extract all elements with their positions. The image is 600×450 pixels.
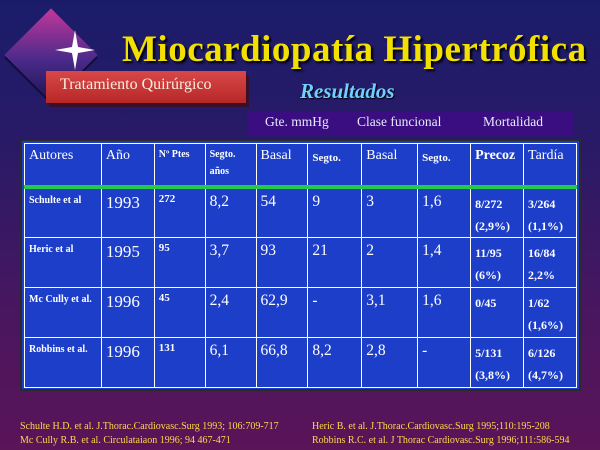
cell-precoz: 0/45 xyxy=(470,286,525,338)
col-clase-segto: Segto. xyxy=(417,143,472,189)
reference-item: Mc Cully R.B. et al. Circulataiaon 1996;… xyxy=(20,435,231,446)
cell-clase-basal: 2 xyxy=(361,236,419,288)
cell-clase-basal: 3,1 xyxy=(361,286,419,338)
cell-tardia: 16/84 2,2% xyxy=(523,236,577,288)
col-ptes: Nº Ptes xyxy=(153,143,206,189)
cell-gte-segto: 8,2 xyxy=(307,336,363,388)
cell-autor: Schulte et al xyxy=(24,186,102,238)
cell-tardia: 3/264 (1,1%) xyxy=(523,186,577,238)
cell-gte-segto: 21 xyxy=(307,236,363,288)
cell-clase-basal: 3 xyxy=(361,186,419,238)
section-heading: Resultados xyxy=(300,79,395,103)
table-row: Robbins et al. 1996 131 6,1 66,8 8,2 2,8… xyxy=(24,336,577,388)
col-clase-basal: Basal xyxy=(361,143,419,189)
cell-clase-segto: 1,6 xyxy=(417,186,472,238)
cell-precoz: 8/272 (2,9%) xyxy=(470,186,525,238)
column-group-bar: Gte. mmHg Clase funcional Mortalidad xyxy=(247,111,573,136)
references-left: Schulte H.D. et al. J.Thorac.Cardiovasc.… xyxy=(20,420,279,448)
cell-clase-basal: 2,8 xyxy=(361,336,419,388)
col-gte-basal: Basal xyxy=(255,143,309,189)
col-segto-anios: Segto. años xyxy=(204,143,257,189)
cell-tardia: 1/62 (1,6%) xyxy=(523,286,577,338)
cell-segto-anios: 3,7 xyxy=(204,236,257,288)
subtitle: Tratamiento Quirúrgico xyxy=(60,76,212,93)
cell-gte-basal: 66,8 xyxy=(255,336,309,388)
col-anio: Año xyxy=(100,143,155,189)
cell-gte-basal: 62,9 xyxy=(255,286,309,338)
cell-segto-anios: 8,2 xyxy=(204,186,257,238)
cell-autor: Mc Cully et al. xyxy=(24,286,102,338)
cell-precoz: 5/131 (3,8%) xyxy=(470,336,525,388)
cell-segto-anios: 6,1 xyxy=(204,336,257,388)
cell-ptes: 272 xyxy=(153,186,206,238)
cell-gte-segto: - xyxy=(307,286,363,338)
cell-clase-segto: 1,6 xyxy=(417,286,472,338)
cell-anio: 1996 xyxy=(100,336,155,388)
reference-item: Robbins R.C. et al. J Thorac Cardiovasc.… xyxy=(312,435,570,446)
cell-ptes: 95 xyxy=(153,236,206,288)
sparkle-icon xyxy=(55,30,95,70)
cell-segto-anios: 2,4 xyxy=(204,286,257,338)
cell-autor: Robbins et al. xyxy=(24,336,102,388)
reference-item: Heric B. et al. J.Thorac.Cardiovasc.Surg… xyxy=(312,421,550,432)
cell-autor: Heric et al xyxy=(24,236,102,288)
reference-item: Schulte H.D. et al. J.Thorac.Cardiovasc.… xyxy=(20,421,279,432)
cell-gte-segto: 9 xyxy=(307,186,363,238)
results-table: Autores Año Nº Ptes Segto. años Basal Se… xyxy=(24,143,577,388)
cell-clase-segto: - xyxy=(417,336,472,388)
col-tardia: Tardía xyxy=(523,143,577,189)
table-header-row: Autores Año Nº Ptes Segto. años Basal Se… xyxy=(24,143,577,189)
results-table-frame: Autores Año Nº Ptes Segto. años Basal Se… xyxy=(20,139,581,391)
cell-tardia: 6/126 (4,7%) xyxy=(523,336,577,388)
subtitle-box xyxy=(46,71,246,103)
cell-anio: 1993 xyxy=(100,186,155,238)
references-right: Heric B. et al. J.Thorac.Cardiovasc.Surg… xyxy=(312,420,569,448)
cell-anio: 1995 xyxy=(100,236,155,288)
col-precoz: Precoz xyxy=(470,143,525,189)
slide-title: Miocardiopatía Hipertrófica xyxy=(122,29,587,70)
col-autores: Autores xyxy=(24,143,102,189)
table-row: Mc Cully et al. 1996 45 2,4 62,9 - 3,1 1… xyxy=(24,286,577,338)
cell-anio: 1996 xyxy=(100,286,155,338)
cell-ptes: 131 xyxy=(153,336,206,388)
cell-precoz: 11/95 (6%) xyxy=(470,236,525,288)
cell-clase-segto: 1,4 xyxy=(417,236,472,288)
table-row: Schulte et al 1993 272 8,2 54 9 3 1,6 8/… xyxy=(24,186,577,238)
col-gte-segto: Segto. xyxy=(307,143,363,189)
cell-gte-basal: 54 xyxy=(255,186,309,238)
cell-gte-basal: 93 xyxy=(255,236,309,288)
group-gte: Gte. mmHg xyxy=(265,114,329,129)
group-clase: Clase funcional xyxy=(357,114,442,129)
table-row: Heric et al 1995 95 3,7 93 21 2 1,4 11/9… xyxy=(24,236,577,288)
group-mortalidad: Mortalidad xyxy=(483,114,543,129)
cell-ptes: 45 xyxy=(153,286,206,338)
